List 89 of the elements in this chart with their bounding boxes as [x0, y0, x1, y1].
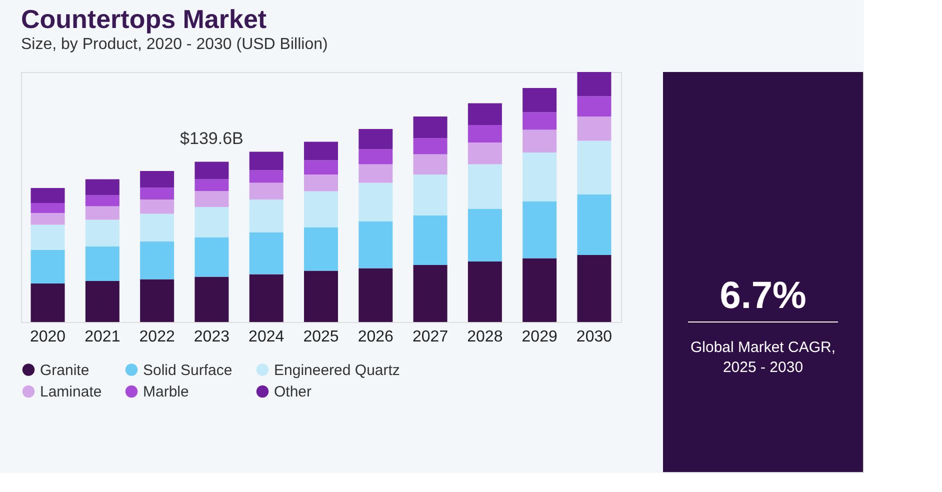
bar	[140, 279, 174, 322]
x-tick-label: 2025	[303, 328, 339, 346]
bar	[249, 152, 284, 170]
bar	[358, 221, 393, 268]
bar	[577, 96, 612, 116]
bar	[358, 182, 393, 222]
bar	[194, 237, 229, 277]
x-tick-label: 2021	[84, 328, 120, 346]
bar	[140, 200, 174, 214]
bar	[304, 142, 338, 160]
bar	[358, 149, 393, 164]
legend-label: Engineered Quartz	[274, 362, 400, 379]
bar	[468, 164, 502, 209]
bar	[194, 276, 229, 322]
bar	[468, 262, 502, 322]
bar	[194, 179, 229, 191]
x-tick-label: 2028	[467, 328, 503, 346]
x-tick-label: 2027	[412, 328, 448, 346]
text: Global Market CAGR,	[690, 339, 836, 356]
bar	[577, 255, 612, 322]
bar	[413, 174, 448, 216]
bar	[413, 265, 448, 322]
bar	[468, 142, 502, 164]
bar	[413, 116, 448, 138]
bar	[304, 227, 338, 271]
x-tick-label: 2022	[139, 328, 175, 346]
bar	[30, 188, 65, 203]
bar	[304, 160, 338, 174]
bar	[304, 270, 338, 322]
chart-title: Countertops Market	[21, 4, 267, 34]
bar	[577, 194, 612, 255]
x-tick-label: 2023	[194, 328, 230, 346]
bar	[358, 268, 393, 322]
bar	[194, 207, 229, 238]
bar	[358, 129, 393, 150]
bar	[85, 246, 120, 281]
bar	[413, 216, 448, 265]
bar	[85, 195, 120, 206]
bar	[30, 203, 65, 213]
bar	[522, 130, 557, 152]
bar	[413, 138, 448, 154]
bar	[468, 208, 502, 262]
text: 2025 - 2030	[722, 359, 804, 376]
legend-label: Marble	[143, 384, 189, 400]
bar	[249, 170, 284, 183]
bar	[522, 112, 557, 130]
text: 6.7%	[720, 275, 806, 317]
bar	[304, 191, 338, 228]
bar	[522, 152, 557, 202]
bar	[468, 103, 502, 125]
bar	[85, 220, 120, 246]
x-tick-label: 2020	[30, 328, 66, 346]
bar	[30, 213, 65, 225]
annotation: $139.6B	[180, 128, 244, 148]
bar	[140, 242, 174, 280]
bar	[577, 140, 612, 194]
bar	[85, 206, 120, 220]
bar	[194, 162, 229, 180]
bar	[358, 164, 393, 183]
bar	[140, 214, 174, 242]
bar	[468, 125, 502, 142]
bar	[249, 232, 284, 274]
bar	[85, 179, 120, 196]
bar	[577, 72, 612, 96]
bar	[140, 188, 174, 200]
bar	[30, 284, 65, 322]
bar	[577, 116, 612, 141]
legend-label: Granite	[40, 362, 90, 379]
bar	[522, 201, 557, 258]
legend-label: Other	[274, 384, 312, 400]
bar	[30, 250, 65, 284]
bar	[249, 182, 284, 200]
bar	[85, 281, 120, 322]
bar	[140, 171, 174, 188]
x-tick-label: 2026	[358, 328, 394, 346]
legend-label: Solid Surface	[143, 362, 232, 379]
bar	[522, 258, 557, 322]
x-tick-label: 2029	[522, 328, 558, 346]
bar	[304, 174, 338, 192]
bar	[249, 274, 284, 322]
bar	[30, 224, 65, 250]
bar	[194, 191, 229, 207]
legend-label: Laminate	[40, 384, 102, 400]
x-tick-label: 2024	[248, 328, 284, 346]
bar	[413, 154, 448, 174]
bar	[249, 200, 284, 232]
chart-subtitle: Size, by Product, 2020 - 2030 (USD Billion)	[21, 36, 328, 53]
bar	[522, 88, 557, 112]
x-tick-label: 2030	[576, 328, 612, 346]
